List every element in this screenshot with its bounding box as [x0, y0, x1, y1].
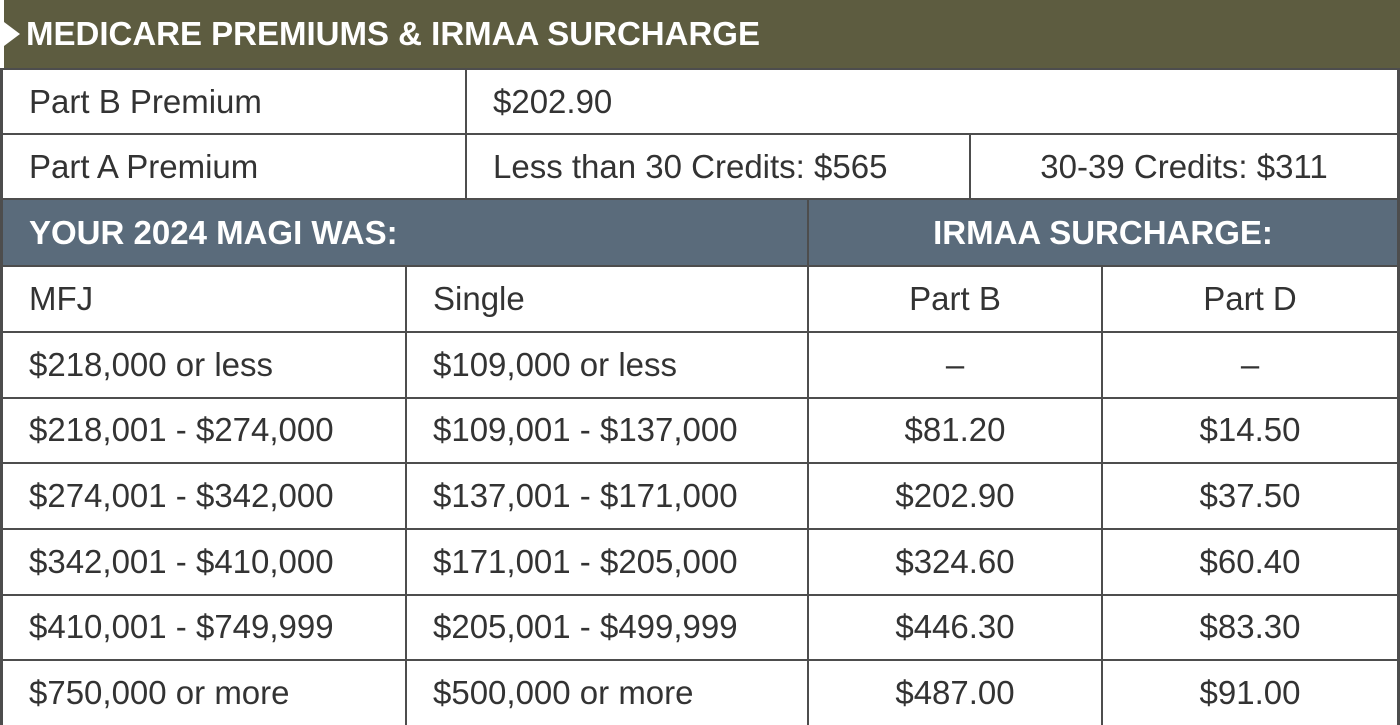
table-cell: $14.50	[1103, 398, 1397, 463]
table-cell: $91.00	[1103, 661, 1397, 725]
header-arrow	[0, 0, 20, 68]
premium-value: $202.90	[467, 70, 1397, 133]
table-cell: $274,001 - $342,000	[3, 464, 405, 528]
table-cell: $171,001 - $205,000	[407, 530, 807, 594]
premium-label: Part B Premium	[3, 70, 465, 133]
table-cell: $109,000 or less	[407, 333, 807, 397]
table-cell: $750,000 or more	[3, 661, 405, 725]
table-cell: $500,000 or more	[407, 661, 807, 725]
table-cell: $218,000 or less	[3, 333, 405, 397]
premium-value: 30-39 Credits: $311	[971, 135, 1397, 198]
table-cell: $446.30	[809, 595, 1101, 660]
table-cell: $487.00	[809, 661, 1101, 725]
group-header: YOUR 2024 MAGI WAS:	[3, 200, 807, 265]
table-cell: $410,001 - $749,999	[3, 595, 405, 660]
table-cell: $205,001 - $499,999	[407, 595, 807, 660]
column-header: Part B	[809, 267, 1101, 331]
column-header: Single	[407, 267, 807, 331]
table-cell: $342,001 - $410,000	[3, 530, 405, 594]
column-header: MFJ	[3, 267, 405, 331]
premium-value: Less than 30 Credits: $565	[467, 135, 969, 198]
table-cell: –	[809, 333, 1101, 397]
table-cell: $81.20	[809, 398, 1101, 463]
group-header: IRMAA SURCHARGE:	[809, 200, 1397, 265]
table-cell: $202.90	[809, 464, 1101, 528]
premium-label: Part A Premium	[3, 135, 465, 198]
table-cell: $83.30	[1103, 595, 1397, 660]
table-cell: $37.50	[1103, 464, 1397, 528]
table-cell: $218,001 - $274,000	[3, 398, 405, 463]
table-cell: $324.60	[809, 530, 1101, 594]
table-cell: $137,001 - $171,000	[407, 464, 807, 528]
table-cell: $60.40	[1103, 530, 1397, 594]
column-header: Part D	[1103, 267, 1397, 331]
table-cell: $109,001 - $137,000	[407, 398, 807, 463]
table-cell: –	[1103, 333, 1397, 397]
header-title: MEDICARE PREMIUMS & IRMAA SURCHARGE	[0, 0, 1400, 68]
